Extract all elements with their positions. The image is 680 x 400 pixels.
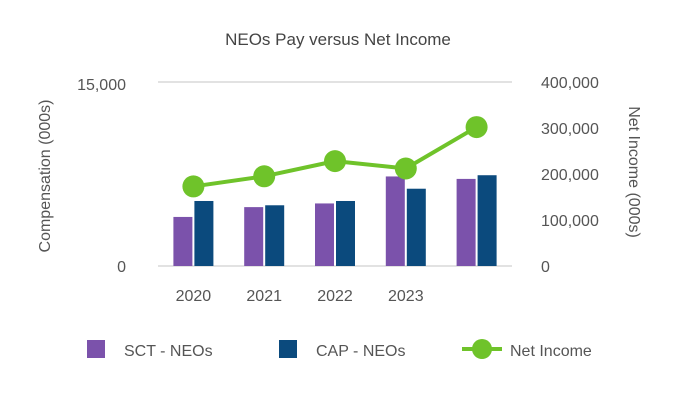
net-income-point-5 [465, 116, 488, 139]
bar-sct-neos-4 [385, 176, 405, 266]
bar-sct-neos-2 [244, 207, 264, 266]
legend-swatch-sct [87, 340, 105, 358]
x-tick-label: 2023 [388, 288, 424, 305]
gridlines [158, 81, 512, 267]
x-tick-label: 2022 [317, 288, 353, 305]
bar-cap-neos-2 [265, 205, 285, 266]
net-income-point-1 [182, 175, 205, 198]
left-axis-label: Compensation (000s) [37, 100, 54, 253]
legend-marker-net-income [472, 339, 492, 359]
bars [173, 175, 497, 266]
chart-title: NEOs Pay versus Net Income [225, 30, 451, 49]
left-tick-top: 15,000 [77, 77, 126, 94]
net-income-point-4 [394, 157, 417, 180]
x-axis-ticks: 2020 2021 2022 2023 [176, 288, 424, 305]
right-tick-label: 400,000 [541, 75, 599, 92]
left-tick-bottom: 0 [117, 259, 126, 276]
right-axis-label: Net Income (000s) [625, 106, 642, 238]
bar-cap-neos-1 [194, 200, 214, 266]
right-tick-label: 100,000 [541, 213, 599, 230]
legend-label-cap: CAP - NEOs [316, 343, 406, 360]
legend-swatch-cap [279, 340, 297, 358]
right-tick-label: 0 [541, 259, 550, 276]
right-tick-label: 300,000 [541, 121, 599, 138]
right-tick-label: 200,000 [541, 167, 599, 184]
bar-sct-neos-1 [173, 216, 193, 266]
legend-label-net-income: Net Income [510, 343, 592, 360]
bar-sct-neos-3 [315, 203, 334, 266]
legend-label-sct: SCT - NEOs [124, 343, 213, 360]
bar-cap-neos-5 [477, 175, 497, 266]
legend: SCT - NEOs CAP - NEOs Net Income [87, 339, 592, 360]
x-tick-label: 2021 [246, 288, 282, 305]
left-axis-ticks: 15,000 0 [77, 77, 126, 276]
x-tick-label: 2020 [176, 288, 212, 305]
bar-cap-neos-3 [336, 200, 355, 266]
net-income-line [182, 116, 488, 198]
bar-cap-neos-4 [406, 188, 426, 266]
right-axis-ticks: 400,000 300,000 200,000 100,000 0 [541, 75, 599, 276]
net-income-point-2 [253, 165, 276, 188]
bar-sct-neos-5 [456, 178, 476, 266]
net-income-point-3 [324, 150, 346, 173]
